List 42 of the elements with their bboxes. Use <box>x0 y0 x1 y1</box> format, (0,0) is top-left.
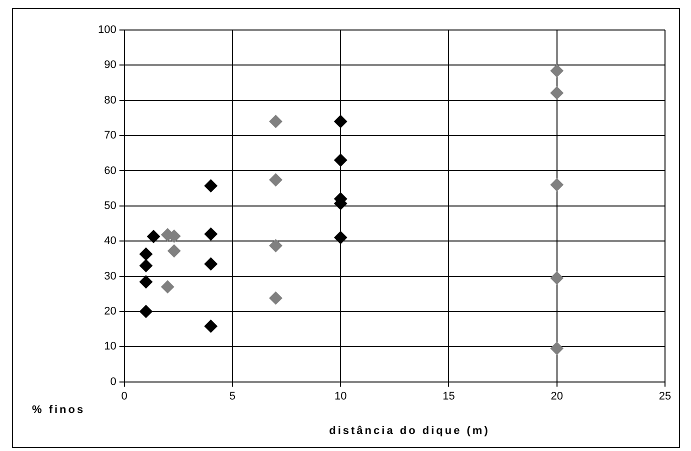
point <box>168 244 181 258</box>
point <box>550 272 564 285</box>
x-tick-label: 5 <box>229 390 236 402</box>
point <box>204 320 218 333</box>
x-tick-label: 0 <box>121 390 128 402</box>
point <box>269 114 282 128</box>
point <box>334 231 348 244</box>
y-tick-label: 60 <box>104 164 116 177</box>
x-tick-label: 15 <box>442 390 455 402</box>
y-tick-label: 40 <box>104 235 116 248</box>
y-tick-label: 30 <box>104 270 116 282</box>
point <box>269 239 282 252</box>
x-tick-label: 20 <box>550 390 563 402</box>
point <box>334 154 348 167</box>
x-axis-title: distância do dique (m) <box>328 425 491 437</box>
point <box>550 64 564 78</box>
y-tick-label: 100 <box>98 24 116 36</box>
point <box>139 304 152 318</box>
point <box>139 275 152 288</box>
y-tick-label: 80 <box>104 94 116 106</box>
y-tick-label: 90 <box>104 59 116 72</box>
point <box>204 179 218 192</box>
point <box>139 248 152 261</box>
point <box>550 86 564 100</box>
point <box>147 230 160 244</box>
y-tick-label: 20 <box>104 305 116 318</box>
y-tick-label: 50 <box>104 200 116 212</box>
x-tick-label: 10 <box>334 390 347 402</box>
point <box>269 292 282 305</box>
y-tick-label: 70 <box>104 130 116 142</box>
y-axis-title: % finos <box>32 404 86 416</box>
point <box>334 114 348 128</box>
point <box>550 342 564 355</box>
x-tick-label: 25 <box>658 390 672 402</box>
point <box>204 228 218 241</box>
point <box>161 280 174 294</box>
point <box>550 178 564 192</box>
point <box>269 173 282 186</box>
point <box>204 257 218 270</box>
y-tick-label: 0 <box>110 376 116 388</box>
y-tick-label: 10 <box>104 340 116 353</box>
point <box>139 259 152 272</box>
